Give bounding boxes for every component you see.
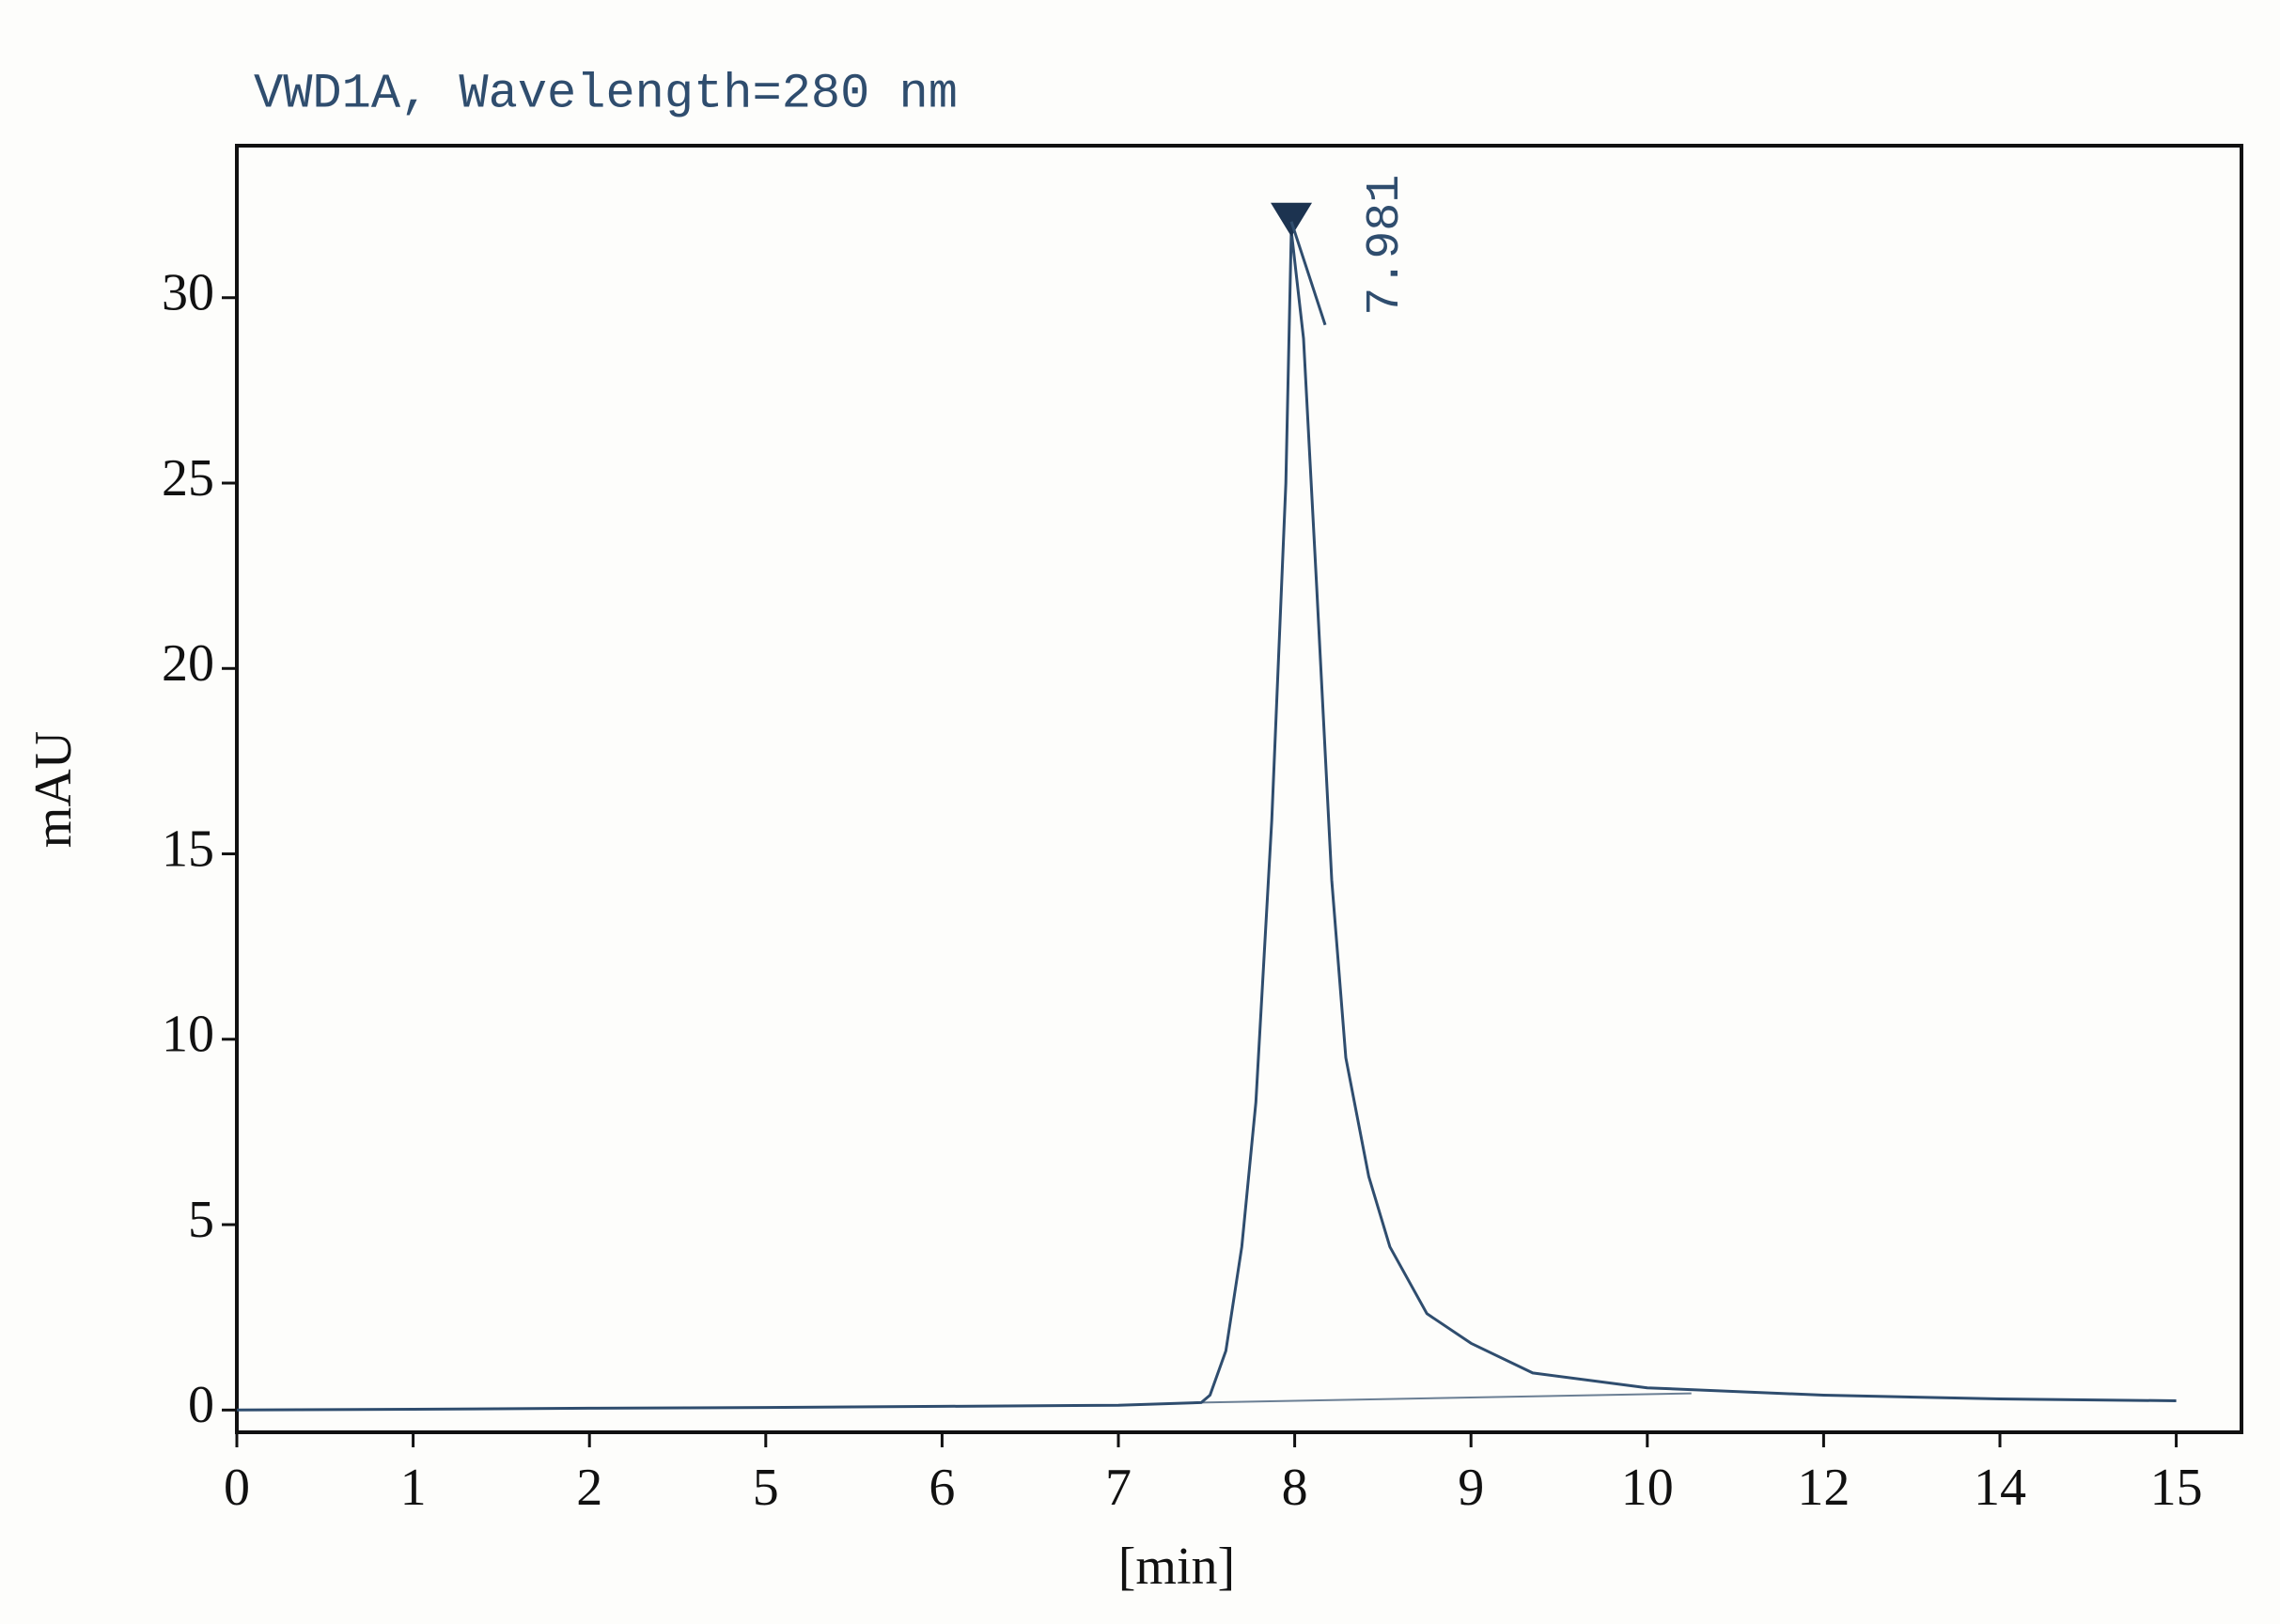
y-axis-label: mAU [24,731,83,848]
x-tick-label: 10 [1621,1459,1674,1517]
x-tick-label: 6 [929,1459,955,1517]
x-tick-label: 12 [1797,1459,1850,1517]
plot-frame [235,144,2243,1434]
y-tick-label: 25 [162,449,214,508]
y-tick-label: 15 [162,820,214,878]
x-tick-label: 8 [1282,1459,1308,1517]
baseline [1201,1392,1692,1404]
peak-marker [1271,202,1313,237]
x-tick-label: 0 [224,1459,250,1517]
y-tick-label: 30 [162,264,214,322]
y-tick-label: 10 [162,1006,214,1064]
peak-tick [1289,221,1327,326]
x-axis-label: [min] [1118,1538,1235,1596]
x-tick-label: 1 [400,1459,427,1517]
x-tick-label: 9 [1458,1459,1484,1517]
y-tick-label: 0 [188,1376,214,1434]
x-tick-label: 2 [576,1459,602,1517]
y-tick-label: 5 [188,1191,214,1249]
x-tick-label: 5 [753,1459,779,1517]
x-tick-label: 15 [2150,1459,2203,1517]
y-tick-label: 20 [162,634,214,693]
x-tick-label: 14 [1974,1459,2026,1517]
chart-title: VWD1A, Wavelength=280 nm [254,67,958,122]
peak-label: 7.981 [1359,175,1413,316]
x-tick-label: 7 [1105,1459,1132,1517]
